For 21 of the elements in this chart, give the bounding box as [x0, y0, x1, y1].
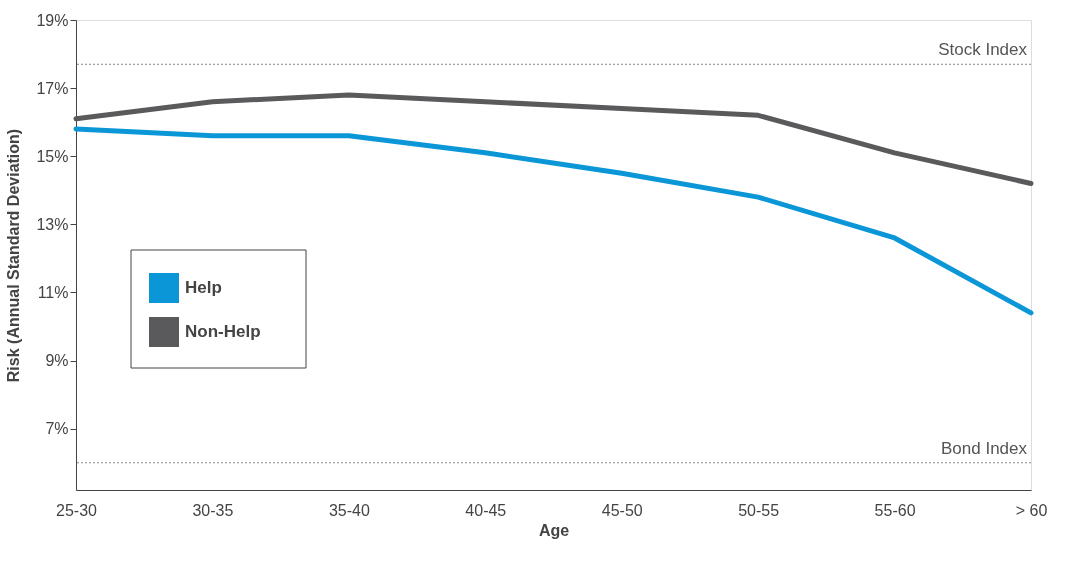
- x-axis-title: Age: [538, 521, 570, 539]
- y-tick-label: 7%: [45, 420, 69, 438]
- x-tick-label: 50-55: [738, 501, 780, 519]
- y-axis-title: Risk (Annual Standard Deviation): [5, 128, 23, 383]
- x-tick-label: 55-60: [874, 501, 916, 519]
- legend-label: Non-Help: [185, 322, 261, 341]
- y-tick-label: 17%: [36, 79, 69, 97]
- x-tick-label: 40-45: [465, 501, 507, 519]
- x-tick-label: 30-35: [192, 501, 234, 519]
- y-tick-label: 19%: [36, 11, 69, 29]
- y-tick-label: 11%: [37, 283, 69, 301]
- x-tick-label: 25-30: [56, 501, 98, 519]
- legend-label: Help: [185, 278, 222, 297]
- x-tick-label: 35-40: [328, 501, 370, 519]
- ref-line-label: Stock Index: [938, 40, 1028, 60]
- y-tick-label: 9%: [45, 352, 69, 370]
- x-tick-label: 45-50: [601, 501, 643, 519]
- y-tick-label: 15%: [36, 147, 69, 165]
- x-tick-label: > 60: [1015, 501, 1048, 519]
- y-tick-label: 13%: [36, 215, 69, 233]
- ref-line-label: Bond Index: [940, 438, 1028, 458]
